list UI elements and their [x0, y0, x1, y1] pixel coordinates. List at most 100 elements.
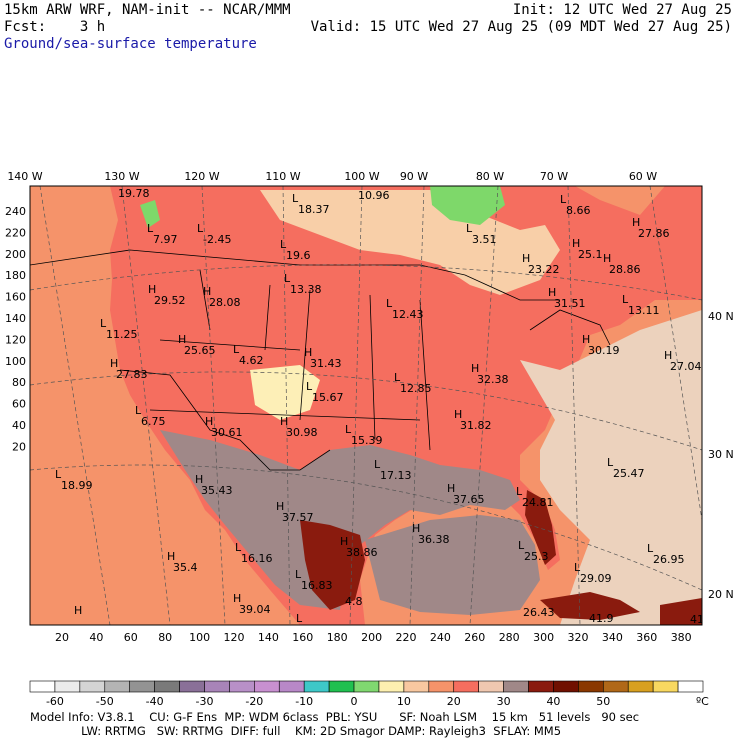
extremum-value: 23.22	[528, 263, 560, 276]
extremum-value: 30.98	[286, 426, 318, 439]
colorbar-label: -10	[295, 695, 313, 708]
extremum-value: 38.86	[346, 546, 378, 559]
gulf-region	[365, 515, 540, 615]
right-tick-label: 30 N	[708, 448, 734, 461]
extremum-value: 7.97	[153, 233, 178, 246]
colorbar-swatch	[129, 680, 155, 693]
colorbar-swatch	[353, 680, 380, 693]
top-longitude-ticks: 140 W 130 W 120 W 110 W 100 W 90 W 80 W 70 W 60 …	[7, 170, 657, 183]
extremum-letter: L	[233, 343, 240, 356]
extremum-letter: L	[197, 222, 204, 235]
florida-hot-spot	[525, 490, 556, 565]
extremum-letter: L	[374, 458, 381, 471]
valid-time: Valid: 15 UTC Wed 27 Aug 25 (09 MDT Wed …	[310, 19, 732, 35]
meridian-110w	[282, 186, 291, 625]
extremum-value: 25.65	[184, 344, 216, 357]
extremum-letter: L	[235, 541, 242, 554]
extremum-value: 15.67	[312, 391, 344, 404]
bottom-tick-label: 140	[258, 631, 279, 644]
extremum-letter: L	[394, 371, 401, 384]
extremum-value: 16.83	[301, 579, 333, 592]
extremum-value: -2.45	[203, 233, 231, 246]
extremum-value: 26.95	[653, 553, 685, 566]
extremum-letter: H	[276, 500, 284, 513]
cool-green-region	[430, 186, 505, 225]
extremum-value: 4.62	[239, 354, 264, 367]
meridian-120w	[201, 186, 226, 625]
cuba-hot-spot	[540, 592, 640, 620]
left-tick-label: 80	[12, 376, 26, 389]
top-tick-label: 70 W	[540, 170, 568, 183]
extremum-letter: L	[135, 404, 142, 417]
model-info-line2: LW: RRTMG SW: RRTMG DIFF: full KM: 2D Sm…	[30, 724, 562, 738]
extremum-letter: H	[110, 357, 118, 370]
extremum-letter: H	[471, 362, 479, 375]
bottom-tick-label: 220	[396, 631, 417, 644]
right-tick-label: 40 N	[708, 310, 734, 323]
extremum-value: 27.04	[670, 360, 702, 373]
colorbar-unit: ºC	[696, 695, 709, 708]
extremum-letter: L	[466, 222, 473, 235]
extremum-value: 27.83	[116, 368, 148, 381]
left-tick-label: 40	[12, 419, 26, 432]
extremum-value: 13.38	[290, 283, 322, 296]
extremum-letter: L	[280, 238, 287, 251]
model-title: 15km ARW WRF, NAM-init -- NCAR/MMM	[4, 2, 291, 18]
parallel-30n	[30, 371, 702, 451]
colorbar: -60 -50 -40 -30 -20 -10 0 10 20 30 40 50 ºC	[29, 680, 709, 708]
right-latitude-ticks: 40 N 30 N 20 N	[708, 310, 734, 601]
mexico-border-line	[119, 369, 331, 471]
extremum-letter: L	[560, 193, 567, 206]
colorbar-label: 40	[546, 695, 560, 708]
colorbar-swatch	[652, 680, 679, 693]
meridian-100w	[349, 186, 363, 625]
colorbar-swatch	[204, 680, 230, 693]
extremum-letter: L	[100, 317, 107, 330]
colorbar-label: -30	[195, 695, 213, 708]
colorbar-swatch	[478, 680, 504, 693]
colorbar-swatch	[254, 680, 280, 693]
bottom-tick-label: 40	[89, 631, 103, 644]
top-tick-label: 140 W	[7, 170, 42, 183]
left-tick-label: 200	[5, 248, 26, 261]
extremum-letter: L	[55, 468, 62, 481]
meridian-90w	[409, 186, 425, 625]
top-tick-label: 80 W	[476, 170, 504, 183]
extremum-letter: L	[386, 297, 393, 310]
bottom-tick-label: 180	[327, 631, 348, 644]
extremum-letter: L	[292, 192, 299, 205]
extremum-value: 28.86	[609, 263, 641, 276]
model-info-line1: Model Info: V3.8.1 CU: G-F Ens MP: WDM 6…	[30, 710, 640, 724]
meridian-80w	[469, 186, 499, 625]
extremum-value: 35.43	[201, 484, 233, 497]
colorbar-label: 0	[351, 695, 358, 708]
extremum-value: 31.51	[554, 297, 586, 310]
colorbar-swatch	[453, 680, 479, 693]
bottom-tick-label: 200	[361, 631, 382, 644]
top-tick-label: 110 W	[265, 170, 300, 183]
colorbar-label: -60	[46, 695, 64, 708]
extremum-value: 8.66	[566, 204, 591, 217]
bottom-tick-label: 280	[499, 631, 520, 644]
extremum-letter: L	[306, 380, 313, 393]
hot-region	[160, 430, 520, 610]
colorbar-label: 50	[596, 695, 610, 708]
forecast-hour: Fcst: 3 h	[4, 19, 106, 35]
bottom-tick-label: 80	[158, 631, 172, 644]
bottom-tick-label: 60	[124, 631, 138, 644]
field-title: Ground/sea-surface temperature	[4, 36, 257, 52]
extremum-letter: H	[412, 522, 420, 535]
extremum-value: 29.52	[154, 294, 186, 307]
colorbar-swatch	[602, 680, 629, 693]
extremum-value: 18.37	[298, 203, 330, 216]
left-grid-ticks: 240 220 200 180 160 140 120 100 80 60 40 20	[5, 205, 26, 453]
cool-green-spot	[140, 200, 160, 228]
coastline	[529, 309, 611, 346]
extremum-letter: H	[454, 408, 462, 421]
extremum-letter: H	[572, 237, 580, 250]
top-tick-label: 120 W	[184, 170, 219, 183]
boundaries	[30, 249, 611, 471]
extremum-letter: H	[203, 285, 211, 298]
extremum-letter: H	[233, 592, 241, 605]
